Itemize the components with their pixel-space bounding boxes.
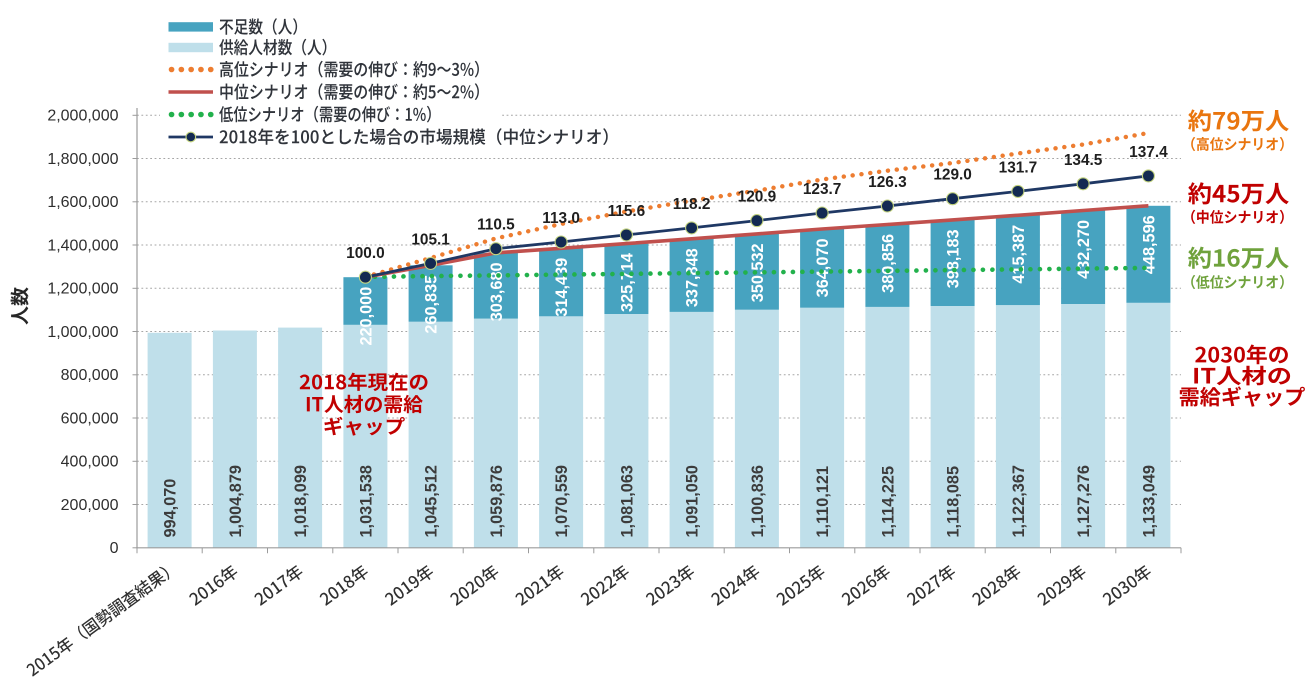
svg-text:1,200,000: 1,200,000 — [47, 281, 118, 298]
svg-text:1,000,000: 1,000,000 — [47, 324, 118, 341]
svg-text:105.1: 105.1 — [411, 231, 450, 248]
svg-text:1,114,225: 1,114,225 — [879, 466, 897, 538]
svg-text:1,018,099: 1,018,099 — [292, 465, 310, 537]
svg-text:1,110,121: 1,110,121 — [814, 466, 832, 538]
svg-text:303,680: 303,680 — [488, 262, 506, 321]
svg-text:415,387: 415,387 — [1010, 225, 1028, 284]
svg-text:1,070,559: 1,070,559 — [553, 465, 571, 537]
svg-text:1,118,085: 1,118,085 — [945, 466, 963, 538]
svg-text:220,000: 220,000 — [357, 287, 375, 346]
svg-text:600,000: 600,000 — [61, 410, 119, 427]
svg-text:1,091,050: 1,091,050 — [684, 465, 702, 537]
svg-text:260,835: 260,835 — [423, 275, 441, 334]
svg-text:1,127,276: 1,127,276 — [1075, 465, 1093, 537]
svg-text:118.2: 118.2 — [673, 196, 711, 213]
svg-text:131.7: 131.7 — [999, 159, 1038, 176]
svg-text:364,070: 364,070 — [814, 239, 832, 298]
svg-text:314,439: 314,439 — [553, 258, 571, 317]
svg-text:1,800,000: 1,800,000 — [47, 151, 118, 168]
svg-text:110.5: 110.5 — [477, 217, 515, 234]
svg-text:123.7: 123.7 — [803, 181, 842, 198]
svg-text:200,000: 200,000 — [61, 497, 119, 514]
svg-text:0: 0 — [110, 540, 119, 557]
svg-text:115.6: 115.6 — [608, 203, 646, 220]
svg-text:100.0: 100.0 — [346, 245, 385, 262]
svg-text:1,600,000: 1,600,000 — [47, 194, 118, 211]
svg-text:325,714: 325,714 — [618, 253, 636, 312]
svg-text:400,000: 400,000 — [61, 454, 119, 471]
svg-text:1,031,538: 1,031,538 — [357, 465, 375, 537]
svg-text:1,081,063: 1,081,063 — [618, 465, 636, 537]
svg-text:994,070: 994,070 — [162, 479, 180, 538]
svg-text:1,004,879: 1,004,879 — [227, 465, 245, 537]
svg-text:120.9: 120.9 — [738, 189, 777, 206]
svg-text:432,270: 432,270 — [1075, 220, 1093, 279]
svg-text:113.0: 113.0 — [542, 210, 580, 227]
svg-text:800,000: 800,000 — [61, 367, 119, 384]
svg-text:134.5: 134.5 — [1064, 152, 1103, 169]
svg-text:1,400,000: 1,400,000 — [47, 237, 118, 254]
svg-text:1,059,876: 1,059,876 — [488, 465, 506, 537]
svg-text:2,000,000: 2,000,000 — [47, 108, 118, 125]
svg-text:1,122,367: 1,122,367 — [1010, 465, 1028, 537]
svg-text:1,133,049: 1,133,049 — [1140, 465, 1158, 537]
svg-text:380,856: 380,856 — [879, 234, 897, 293]
svg-text:126.3: 126.3 — [868, 174, 907, 191]
svg-text:129.0: 129.0 — [933, 167, 972, 184]
svg-text:1,045,512: 1,045,512 — [423, 465, 441, 537]
svg-text:448,596: 448,596 — [1140, 215, 1158, 274]
svg-text:337,848: 337,848 — [684, 248, 702, 307]
svg-text:1,100,836: 1,100,836 — [749, 465, 767, 537]
svg-text:398,183: 398,183 — [945, 229, 963, 288]
svg-text:350,532: 350,532 — [749, 243, 767, 302]
svg-text:137.4: 137.4 — [1129, 144, 1168, 161]
